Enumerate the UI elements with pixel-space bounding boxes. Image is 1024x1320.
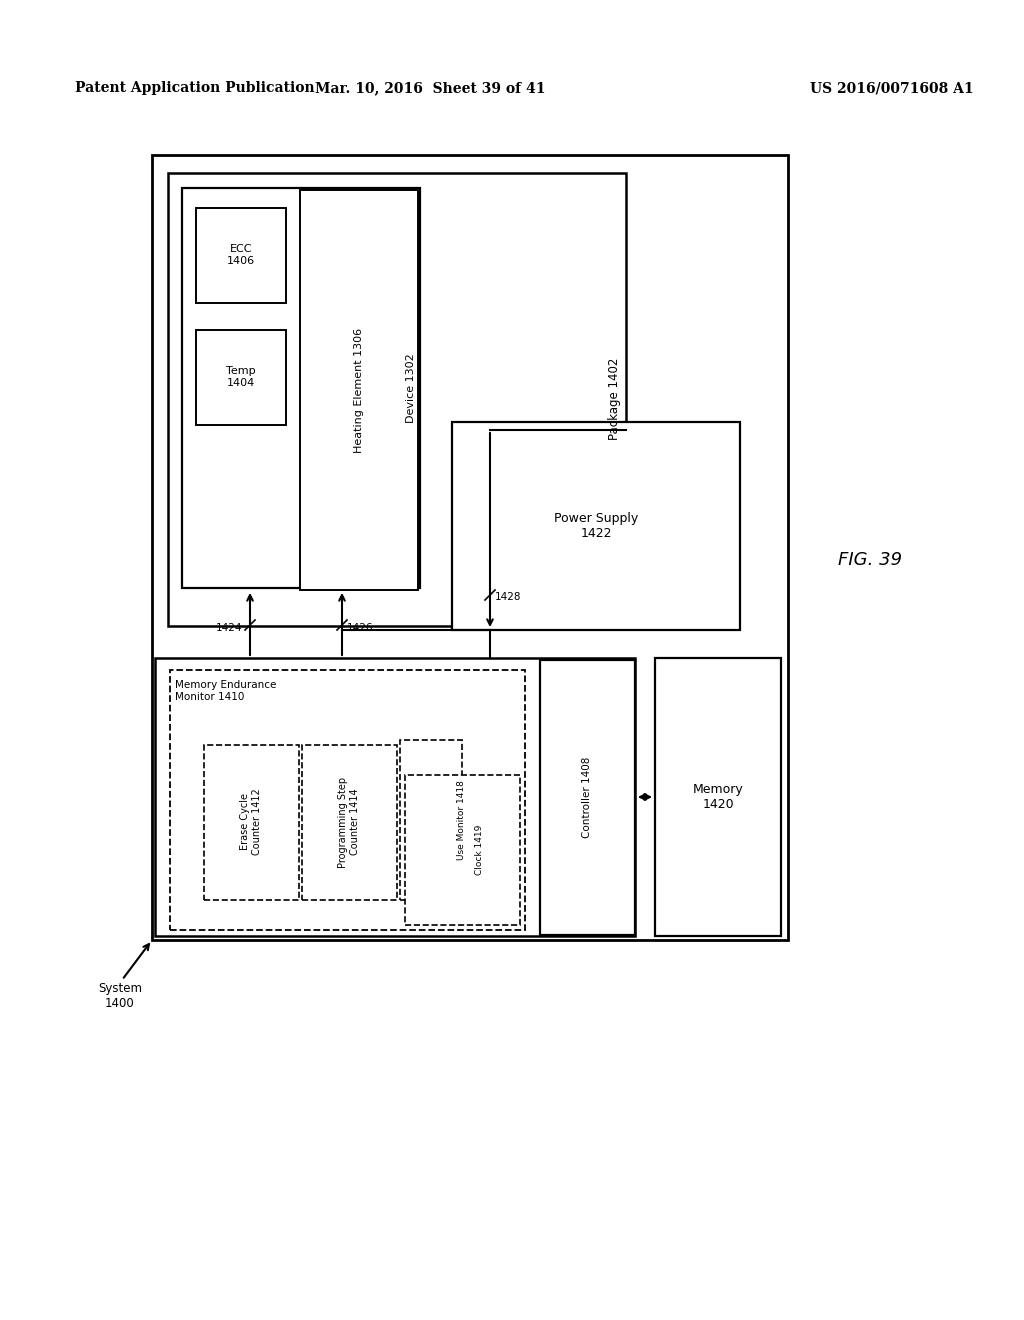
- Bar: [196, 209, 286, 304]
- Text: Memory
1420: Memory 1420: [692, 783, 743, 810]
- Bar: [170, 671, 525, 931]
- Text: Package 1402: Package 1402: [608, 358, 621, 440]
- Text: Memory Endurance
Monitor 1410: Memory Endurance Monitor 1410: [175, 680, 276, 702]
- Text: 1424: 1424: [215, 623, 242, 634]
- Bar: [155, 657, 635, 936]
- Text: Heating Element 1306: Heating Element 1306: [354, 327, 364, 453]
- Text: US 2016/0071608 A1: US 2016/0071608 A1: [810, 81, 974, 95]
- Text: Programming Step
Counter 1414: Programming Step Counter 1414: [338, 776, 359, 867]
- Text: 1426: 1426: [347, 623, 374, 634]
- Text: Use Monitor 1418: Use Monitor 1418: [458, 780, 467, 859]
- Text: Error Detection
1416: Error Detection 1416: [421, 816, 440, 884]
- Bar: [655, 657, 781, 936]
- Text: Erase Cycle
Counter 1412: Erase Cycle Counter 1412: [241, 788, 262, 855]
- Bar: [540, 660, 635, 935]
- Text: Clock 1419: Clock 1419: [475, 825, 484, 875]
- Text: Patent Application Publication: Patent Application Publication: [75, 81, 314, 95]
- Text: Controller 1408: Controller 1408: [582, 756, 592, 838]
- Bar: [196, 330, 286, 425]
- Bar: [302, 744, 397, 900]
- Bar: [400, 741, 462, 900]
- Text: System
1400: System 1400: [98, 982, 142, 1010]
- Bar: [168, 173, 626, 626]
- Text: ECC
1406: ECC 1406: [227, 244, 255, 265]
- Text: Temp
1404: Temp 1404: [226, 366, 256, 388]
- Bar: [204, 744, 299, 900]
- Text: Device 1302: Device 1302: [406, 354, 416, 422]
- Bar: [182, 187, 420, 587]
- Text: Power Supply
1422: Power Supply 1422: [554, 512, 638, 540]
- Bar: [300, 190, 418, 590]
- Text: FIG. 39: FIG. 39: [838, 550, 902, 569]
- Bar: [452, 422, 740, 630]
- Bar: [152, 154, 788, 940]
- Bar: [406, 775, 520, 925]
- Text: 1428: 1428: [495, 591, 521, 602]
- Text: Mar. 10, 2016  Sheet 39 of 41: Mar. 10, 2016 Sheet 39 of 41: [314, 81, 545, 95]
